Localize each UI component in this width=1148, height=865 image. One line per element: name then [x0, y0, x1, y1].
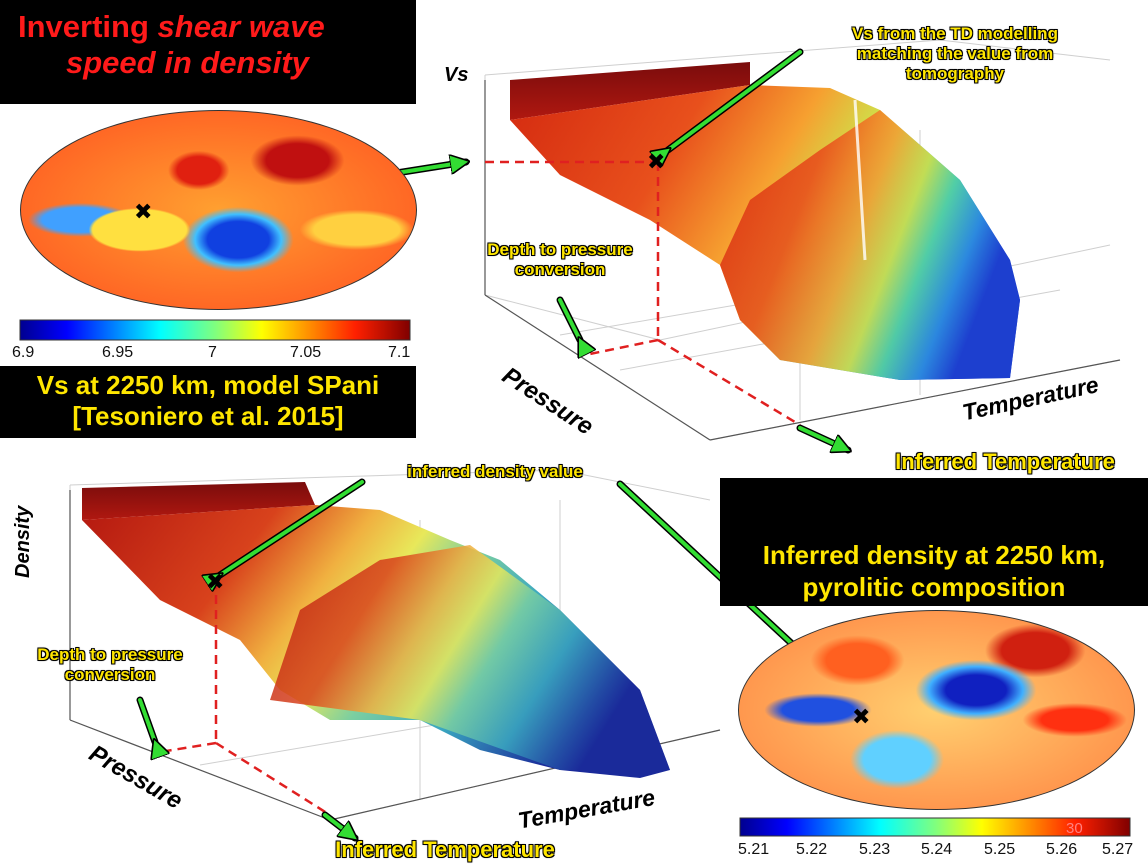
title-italic: shear wave [157, 9, 325, 44]
rho-tick-6: 5.27 [1102, 841, 1134, 858]
density-caption-box [720, 478, 1148, 606]
bottom-note-density: inferred density value [407, 462, 583, 481]
title-normal: Inverting [18, 9, 158, 44]
density-marker: ✖ [852, 704, 871, 729]
vs-tick-0: 6.9 [12, 344, 35, 361]
title-line2: speed in density [66, 44, 406, 82]
top-note-vs-line3: tomography [905, 64, 1005, 83]
rho-tick-1: 5.22 [796, 841, 828, 858]
bottom-note-inferred-temperature: Inferred Temperature [335, 837, 555, 862]
top-note-depth-line1: Depth to pressure [487, 240, 633, 259]
vs-caption-line2: [Tesoniero et al. 2015] [72, 401, 344, 431]
top-note-depth-line2: conversion [514, 260, 606, 279]
top-note-vs-line1: Vs from the TD modelling [852, 24, 1058, 43]
bottom-axis-density: Density [12, 505, 34, 578]
vs-marker: ✖ [134, 199, 153, 224]
top-note-vs: Vs from the TD modelling matching the va… [790, 24, 1120, 84]
density-colorbar [739, 817, 1131, 837]
vs-tomography-map [20, 110, 417, 310]
rho-tick-3: 5.24 [921, 841, 953, 858]
top-note-inferred-temperature: Inferred Temperature [895, 449, 1115, 474]
top-axis-vs: Vs [444, 64, 469, 86]
rho-tick-5: 5.26 [1046, 841, 1078, 858]
vs-colorbar [19, 319, 411, 341]
bottom-3d-surface [82, 482, 670, 778]
title-box [0, 0, 416, 104]
title-line2-text: speed in density [66, 45, 309, 80]
bottom-note-depth-line2: conversion [64, 665, 156, 684]
top-note-depth: Depth to pressure conversion [455, 240, 665, 280]
top-plot-axes [484, 80, 1121, 441]
rho-tick-4: 5.25 [984, 841, 1016, 858]
rho-tick-2: 5.23 [859, 841, 891, 858]
bottom-marker: ✖ [206, 569, 225, 594]
density-caption-line1: Inferred density at 2250 km, [762, 540, 1106, 570]
bottom-note-depth: Depth to pressure conversion [5, 645, 215, 685]
vs-tick-3: 7.05 [290, 344, 322, 361]
vs-tick-1: 6.95 [102, 344, 134, 361]
vs-caption-box [0, 366, 416, 438]
bottom-note-depth-line1: Depth to pressure [37, 645, 183, 664]
vs-tick-4: 7.1 [388, 344, 411, 361]
title-line1: Inverting shear wave [18, 8, 408, 46]
top-marker: ✖ [647, 149, 666, 174]
vs-tick-2: 7 [208, 344, 217, 361]
top-3d-surface [510, 62, 1020, 380]
density-map [738, 610, 1135, 810]
top-note-vs-line2: matching the value from [856, 44, 1054, 63]
vs-caption-line1: Vs at 2250 km, model SPani [36, 370, 380, 400]
page-number: 30 [1066, 820, 1083, 837]
density-caption-line2: pyrolitic composition [802, 572, 1066, 602]
rho-tick-0: 5.21 [738, 841, 770, 858]
